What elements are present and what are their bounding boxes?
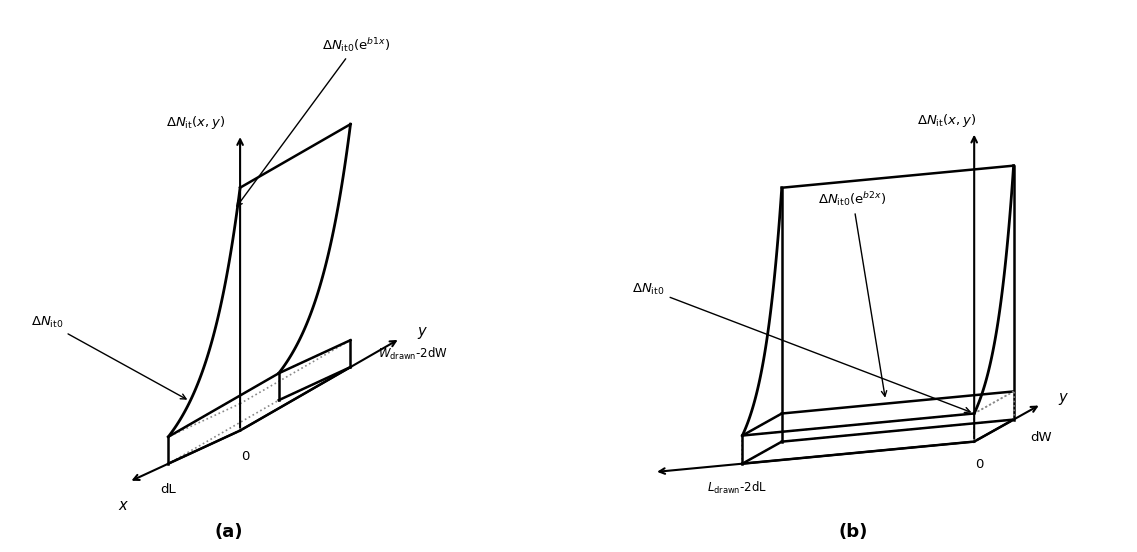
Text: $y$: $y$ <box>417 325 428 341</box>
Text: $\Delta\mathit{N}_{\rm it}(x,y)$: $\Delta\mathit{N}_{\rm it}(x,y)$ <box>918 112 977 129</box>
Text: $x$: $x$ <box>118 498 128 513</box>
Text: $\Delta\mathit{N}_{\rm it0}(\mathrm{e}^{b2x})$: $\Delta\mathit{N}_{\rm it0}(\mathrm{e}^{… <box>819 190 887 396</box>
Text: 0: 0 <box>241 450 250 463</box>
Text: $L_{\rm drawn}$-2dL: $L_{\rm drawn}$-2dL <box>707 480 766 496</box>
Text: $\Delta\mathit{N}_{\rm it0}$: $\Delta\mathit{N}_{\rm it0}$ <box>31 315 186 399</box>
Text: (a): (a) <box>215 523 243 541</box>
Text: $\Delta\mathit{N}_{\rm it0}$: $\Delta\mathit{N}_{\rm it0}$ <box>632 282 970 412</box>
Text: dW: dW <box>1030 431 1052 444</box>
Text: 0: 0 <box>976 458 984 471</box>
Text: $\Delta\mathit{N}_{\rm it}(x,y)$: $\Delta\mathit{N}_{\rm it}(x,y)$ <box>166 114 225 131</box>
Text: $\Delta\mathit{N}_{\rm it0}(\mathrm{e}^{b1x})$: $\Delta\mathit{N}_{\rm it0}(\mathrm{e}^{… <box>236 36 390 206</box>
Text: (b): (b) <box>838 523 868 541</box>
Text: dL: dL <box>160 483 176 496</box>
Text: $W_{\rm drawn}$-2dW: $W_{\rm drawn}$-2dW <box>379 346 448 362</box>
Text: $y$: $y$ <box>1057 391 1069 407</box>
